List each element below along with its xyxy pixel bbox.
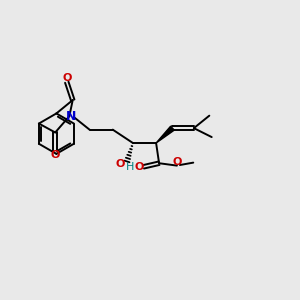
Text: N: N xyxy=(66,110,76,123)
Polygon shape xyxy=(156,126,174,143)
Text: H: H xyxy=(126,162,134,172)
Text: O: O xyxy=(135,162,144,172)
Text: O: O xyxy=(50,150,60,160)
Text: O: O xyxy=(62,73,71,83)
Text: O: O xyxy=(172,157,182,167)
Text: O: O xyxy=(116,159,125,169)
